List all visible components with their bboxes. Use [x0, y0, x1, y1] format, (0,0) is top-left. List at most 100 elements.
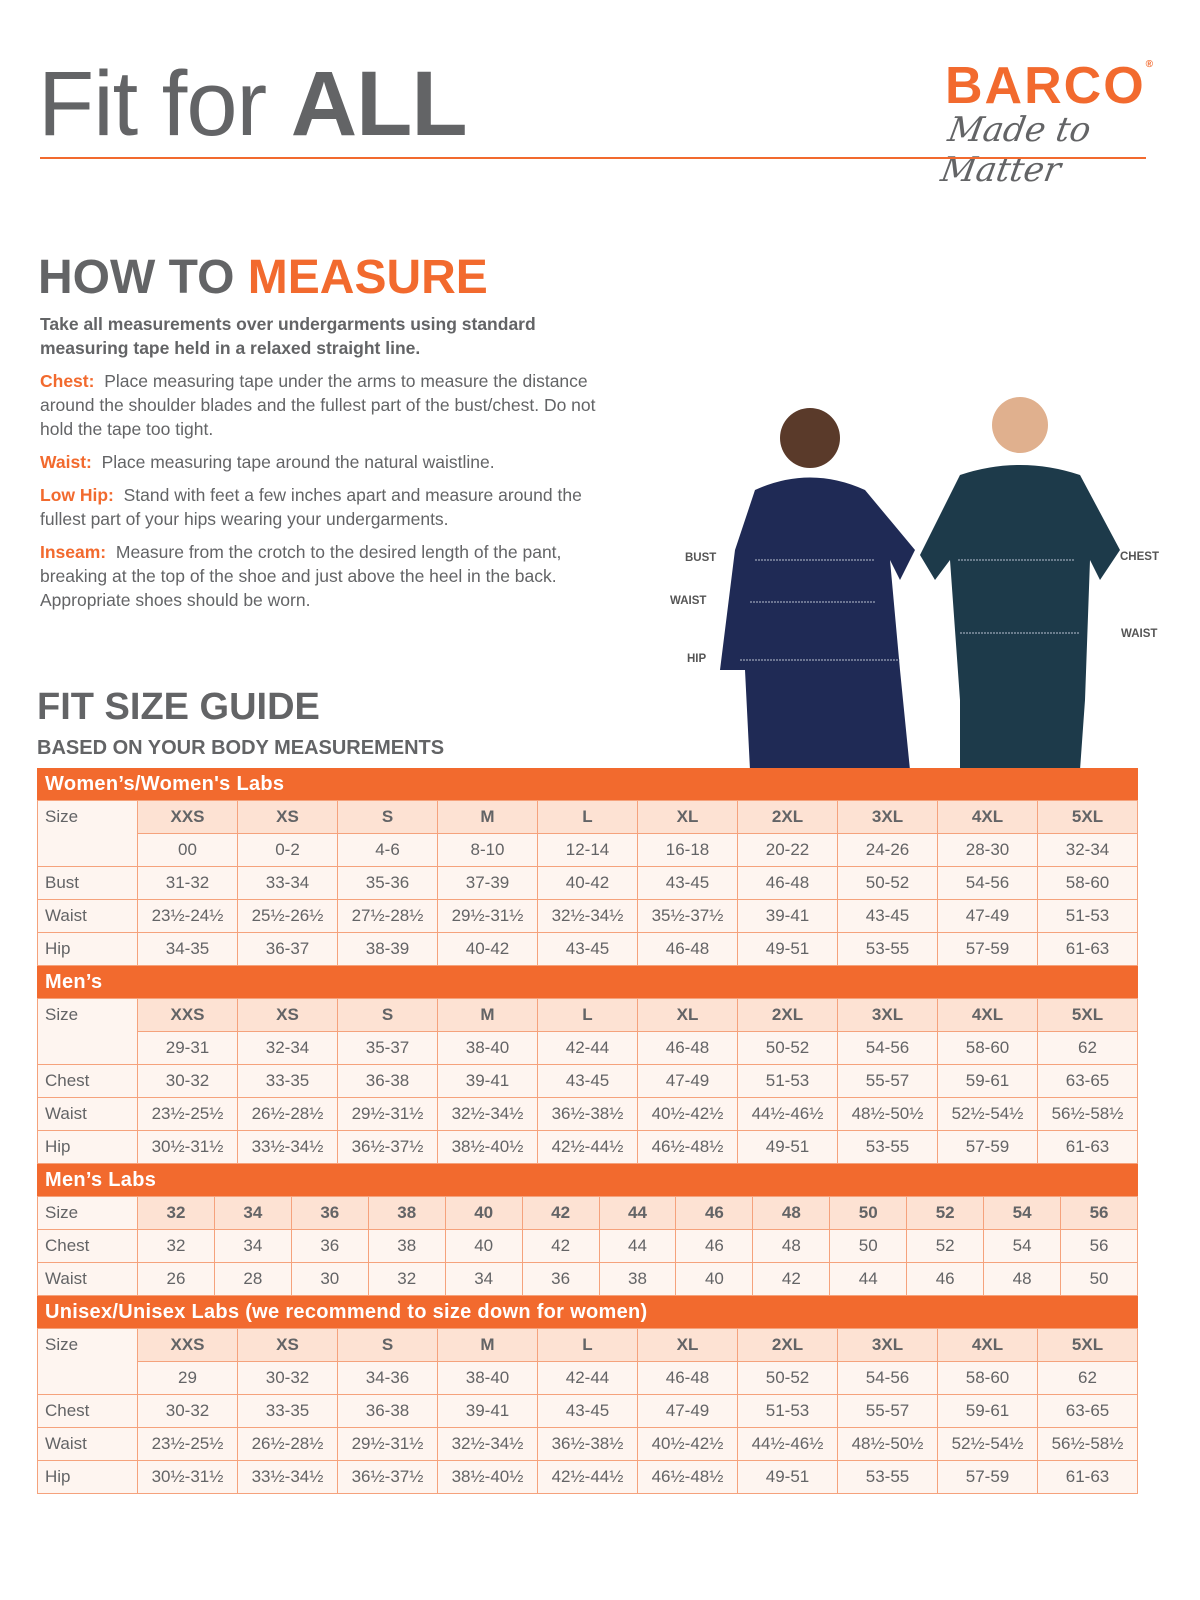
- size-header-cell: 40: [444, 1196, 523, 1230]
- size-header-cell: 44: [598, 1196, 677, 1230]
- instruction-chest: Chest: Place measuring tape under the ar…: [40, 369, 620, 441]
- size-header-cell: 2XL: [737, 1328, 838, 1362]
- table-cell: 38-39: [337, 932, 438, 966]
- instruction-low-hip: Low Hip: Stand with feet a few inches ap…: [40, 483, 620, 531]
- numeric-size-cell: 54-56: [837, 1031, 938, 1065]
- table-cell: 36½-37½: [337, 1130, 438, 1164]
- table-row: Waist 23½-25½ 26½-28½ 29½-31½ 32½-34½ 36½-38½…: [37, 1097, 1138, 1131]
- size-header-cell: XXS: [137, 998, 238, 1032]
- table-cell: 58-60: [1037, 866, 1138, 900]
- size-row-label: Size: [37, 998, 138, 1065]
- size-header-cell: 5XL: [1037, 1328, 1138, 1362]
- instruction-text: Place measuring tape around the natural …: [101, 452, 495, 472]
- instruction-waist: Waist: Place measuring tape around the n…: [40, 450, 620, 474]
- instruction-text: Measure from the crotch to the desired l…: [40, 542, 562, 610]
- numeric-size-cell: 35-37: [337, 1031, 438, 1065]
- instruction-key: Inseam:: [40, 542, 107, 562]
- bust-label: BUST: [685, 552, 717, 564]
- table-cell: 49-51: [737, 1460, 838, 1494]
- table-cell: 36-37: [237, 932, 338, 966]
- table-cell: 33½-34½: [237, 1460, 338, 1494]
- instruction-text: Place measuring tape under the arms to m…: [40, 371, 596, 439]
- row-label: Bust: [37, 866, 138, 900]
- size-header-cell: M: [437, 800, 538, 834]
- numeric-size-cell: 00: [137, 833, 238, 867]
- table-cell: 30: [290, 1262, 369, 1296]
- logo-reg: ®: [1145, 59, 1156, 70]
- size-table-title: Unisex/Unisex Labs (we recommend to size…: [37, 1296, 1138, 1328]
- size-header-cell: 54: [983, 1196, 1062, 1230]
- size-header-cell: XL: [637, 800, 738, 834]
- table-cell: 29½-31½: [437, 899, 538, 933]
- logo-tagline: Made to Matter: [937, 110, 1094, 190]
- heading-part-a: HOW TO: [38, 251, 235, 304]
- table-cell: 36-38: [337, 1394, 438, 1428]
- table-cell: 39-41: [437, 1064, 538, 1098]
- table-cell: 51-53: [737, 1394, 838, 1428]
- title-bold: ALL: [290, 53, 468, 155]
- size-table-title: Men’s Labs: [37, 1164, 1138, 1196]
- table-cell: 37-39: [437, 866, 538, 900]
- size-table: Size XXS XS S M L XL 2XL 3XL 4XL 5XL 29-31 32-34 35-3…: [37, 998, 1138, 1164]
- table-cell: 43-45: [537, 1394, 638, 1428]
- numeric-size-cell: 42-44: [537, 1031, 638, 1065]
- table-cell: 46½-48½: [637, 1130, 738, 1164]
- table-cell: 33-34: [237, 866, 338, 900]
- numeric-size-cell: 62: [1037, 1361, 1138, 1395]
- size-header-cell: XS: [237, 800, 338, 834]
- table-cell: 50-52: [837, 866, 938, 900]
- size-header-cell: L: [537, 998, 638, 1032]
- table-cell: 40: [675, 1262, 754, 1296]
- instructions-lead: Take all measurements over undergarments…: [40, 314, 536, 358]
- table-cell: 38: [367, 1229, 446, 1263]
- table-cell: 26½-28½: [237, 1427, 338, 1461]
- table-cell: 38: [598, 1262, 677, 1296]
- table-cell: 55-57: [837, 1064, 938, 1098]
- numeric-size-cell: 62: [1037, 1031, 1138, 1065]
- table-row: Waist 23½-24½ 25½-26½ 27½-28½ 29½-31½ 32½-34½…: [37, 899, 1138, 933]
- table-cell: 23½-25½: [137, 1097, 238, 1131]
- how-to-measure-heading: HOW TO MEASURE: [38, 250, 488, 305]
- table-row: Waist 23½-25½ 26½-28½ 29½-31½ 32½-34½ 36½-38½…: [37, 1427, 1138, 1461]
- size-row-label: Size: [37, 800, 138, 867]
- numeric-size-cell: 38-40: [437, 1031, 538, 1065]
- size-header-cell: XXS: [137, 800, 238, 834]
- numeric-size-cell: 32-34: [237, 1031, 338, 1065]
- table-cell: 32½-34½: [437, 1097, 538, 1131]
- size-header-cell: S: [337, 800, 438, 834]
- table-cell: 46: [906, 1262, 985, 1296]
- table-cell: 35½-37½: [637, 899, 738, 933]
- table-cell: 57-59: [937, 1130, 1038, 1164]
- table-cell: 43-45: [537, 1064, 638, 1098]
- numeric-size-cell: 29: [137, 1361, 238, 1395]
- table-row: Hip 34-35 36-37 38-39 40-42 43-45 46-48 49-51 53…: [37, 932, 1138, 966]
- table-row: Chest 30-32 33-35 36-38 39-41 43-45 47-49 51-53…: [37, 1394, 1138, 1428]
- table-cell: 40-42: [537, 866, 638, 900]
- table-cell: 50: [829, 1229, 908, 1263]
- size-row-label: Size: [37, 1328, 138, 1395]
- row-label: Chest: [37, 1229, 138, 1263]
- size-table-title: Men’s: [37, 966, 1138, 998]
- table-cell: 46½-48½: [637, 1460, 738, 1494]
- row-label: Hip: [37, 932, 138, 966]
- table-cell: 32: [137, 1229, 215, 1263]
- numeric-size-cell: 8-10: [437, 833, 538, 867]
- numeric-size-cell: 34-36: [337, 1361, 438, 1395]
- table-cell: 57-59: [937, 1460, 1038, 1494]
- row-label: Waist: [37, 1427, 138, 1461]
- size-header-cell: 5XL: [1037, 800, 1138, 834]
- table-cell: 28: [213, 1262, 292, 1296]
- table-cell: 55-57: [837, 1394, 938, 1428]
- numeric-size-cell: 50-52: [737, 1361, 838, 1395]
- table-cell: 33-35: [237, 1394, 338, 1428]
- table-cell: 49-51: [737, 1130, 838, 1164]
- fit-size-guide-heading: FIT SIZE GUIDE: [37, 686, 320, 728]
- table-cell: 42½-44½: [537, 1460, 638, 1494]
- table-cell: 25½-26½: [237, 899, 338, 933]
- table-cell: 51-53: [1037, 899, 1138, 933]
- row-label: Hip: [37, 1460, 138, 1494]
- table-cell: 36: [521, 1262, 600, 1296]
- table-cell: 38½-40½: [437, 1460, 538, 1494]
- table-cell: 26½-28½: [237, 1097, 338, 1131]
- size-header-cell: 4XL: [937, 800, 1038, 834]
